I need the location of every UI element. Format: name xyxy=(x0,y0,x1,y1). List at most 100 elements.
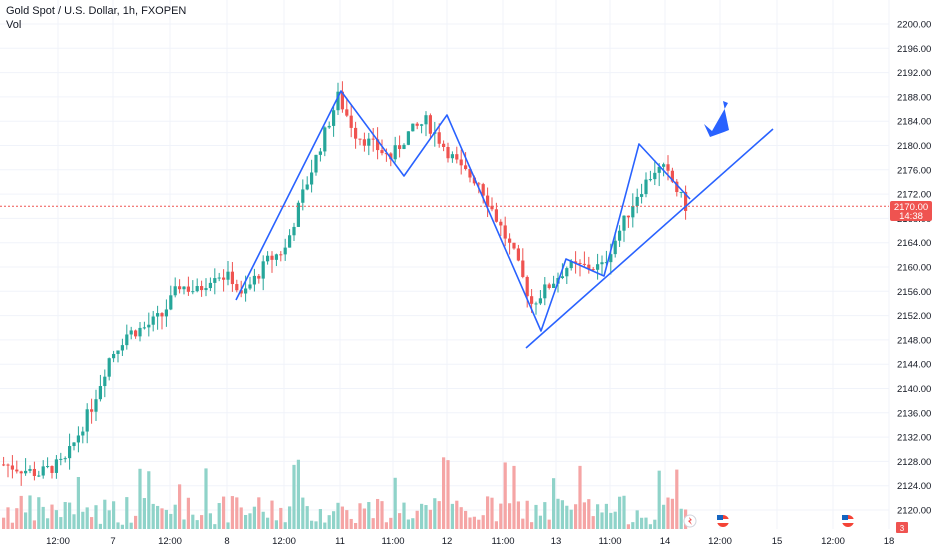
volume-bar xyxy=(195,520,199,529)
price-tick-label: 2148.00 xyxy=(897,335,931,346)
up-arrow-icon[interactable] xyxy=(704,101,729,137)
volume-bar xyxy=(609,512,613,529)
volume-bar xyxy=(376,498,380,529)
price-tick-label: 2160.00 xyxy=(897,263,931,274)
volume-bar xyxy=(147,471,151,529)
candle xyxy=(618,230,622,241)
candle xyxy=(459,159,463,166)
volume-bar xyxy=(279,507,283,529)
candle xyxy=(305,184,309,190)
volume-bar xyxy=(270,500,274,529)
candle xyxy=(244,288,248,294)
price-axis[interactable]: 2120.00 2124.00 2128.00 2132.00 2136.00 2140.… xyxy=(890,0,932,550)
us-flag-event-icon[interactable] xyxy=(717,515,729,527)
candle xyxy=(393,145,397,160)
lightning-event-icon[interactable] xyxy=(683,514,697,528)
candle xyxy=(63,458,67,460)
volume-bar xyxy=(15,508,19,529)
volume-bar xyxy=(389,517,393,529)
volume-bar xyxy=(94,505,98,529)
symbol-title: Gold Spot / U.S. Dollar, 1h, FXOPEN xyxy=(6,5,186,17)
candle xyxy=(402,144,406,149)
volume-bar xyxy=(186,497,190,529)
volume-bar xyxy=(151,503,155,529)
price-tick-label: 2156.00 xyxy=(897,287,931,298)
price-tick-label: 2120.00 xyxy=(897,506,931,517)
candle xyxy=(182,286,186,290)
drawings[interactable] xyxy=(235,90,774,349)
volume-bar xyxy=(178,484,182,529)
time-tick-label: 13 xyxy=(551,536,562,547)
candle xyxy=(230,271,234,285)
time-tick-label: 12:00 xyxy=(821,536,845,547)
candle xyxy=(270,255,274,260)
candle xyxy=(362,139,366,146)
up-arrow[interactable] xyxy=(704,101,729,137)
volume-bar xyxy=(481,515,485,529)
volume-bar xyxy=(266,517,270,529)
volume-bars xyxy=(2,457,688,529)
trendline[interactable] xyxy=(525,128,774,349)
volume-bar xyxy=(384,522,388,529)
volume-bar xyxy=(415,510,419,529)
candle xyxy=(156,313,160,317)
volume-bar xyxy=(6,507,10,529)
time-axis[interactable]: 12:00 7 12:00 8 12:00 11 11:00 12 11:00 13 11:00 14… xyxy=(0,530,932,550)
volume-bar xyxy=(411,518,415,529)
volume-bar xyxy=(120,524,124,529)
volume-bar xyxy=(560,500,564,529)
price-tick-label: 2144.00 xyxy=(897,360,931,371)
candle xyxy=(420,124,424,126)
volume-bar xyxy=(252,506,256,529)
volume-bar xyxy=(494,521,498,529)
event-icons[interactable] xyxy=(683,514,854,528)
candle xyxy=(389,153,393,160)
candle xyxy=(134,330,138,337)
volume-bar xyxy=(569,509,573,529)
candle xyxy=(499,221,503,226)
candle xyxy=(217,277,221,279)
candle xyxy=(32,468,36,476)
volume-bar xyxy=(565,505,569,529)
volume-bar xyxy=(371,518,375,529)
pattern-line[interactable] xyxy=(235,90,691,332)
candle xyxy=(235,284,239,291)
volume-bar xyxy=(574,504,578,529)
candle xyxy=(191,291,195,293)
candle xyxy=(354,127,358,139)
volume-bar xyxy=(261,511,265,529)
candle xyxy=(398,145,402,149)
volume-bar xyxy=(675,469,679,529)
volume-bar xyxy=(191,514,195,529)
volume-bar xyxy=(327,515,331,529)
candle xyxy=(186,286,190,292)
price-tick-label: 2128.00 xyxy=(897,457,931,468)
candle xyxy=(41,466,45,476)
volume-bar xyxy=(156,505,160,529)
volume-bar xyxy=(129,522,133,529)
candle xyxy=(178,286,182,290)
volume-bar xyxy=(653,519,657,529)
volume-bar xyxy=(428,509,432,529)
time-tick-label: 15 xyxy=(772,536,783,547)
volume-bar xyxy=(468,517,472,529)
candle xyxy=(292,226,296,236)
time-tick-label: 14 xyxy=(660,536,671,547)
volume-bar xyxy=(530,522,534,529)
candle xyxy=(37,475,41,477)
price-tick-label: 2172.00 xyxy=(897,190,931,201)
candle xyxy=(10,465,14,470)
candle xyxy=(428,115,432,134)
candle xyxy=(486,195,490,206)
volume-bar xyxy=(442,457,446,529)
us-flag-event-icon[interactable] xyxy=(842,515,854,527)
time-tick-label: 18 xyxy=(884,536,895,547)
candle xyxy=(107,358,111,377)
candle xyxy=(600,262,604,265)
price-tick-label: 2136.00 xyxy=(897,408,931,419)
candle xyxy=(569,261,573,269)
volume-badge: 3 xyxy=(896,522,908,533)
price-tick-label: 2192.00 xyxy=(897,68,931,79)
